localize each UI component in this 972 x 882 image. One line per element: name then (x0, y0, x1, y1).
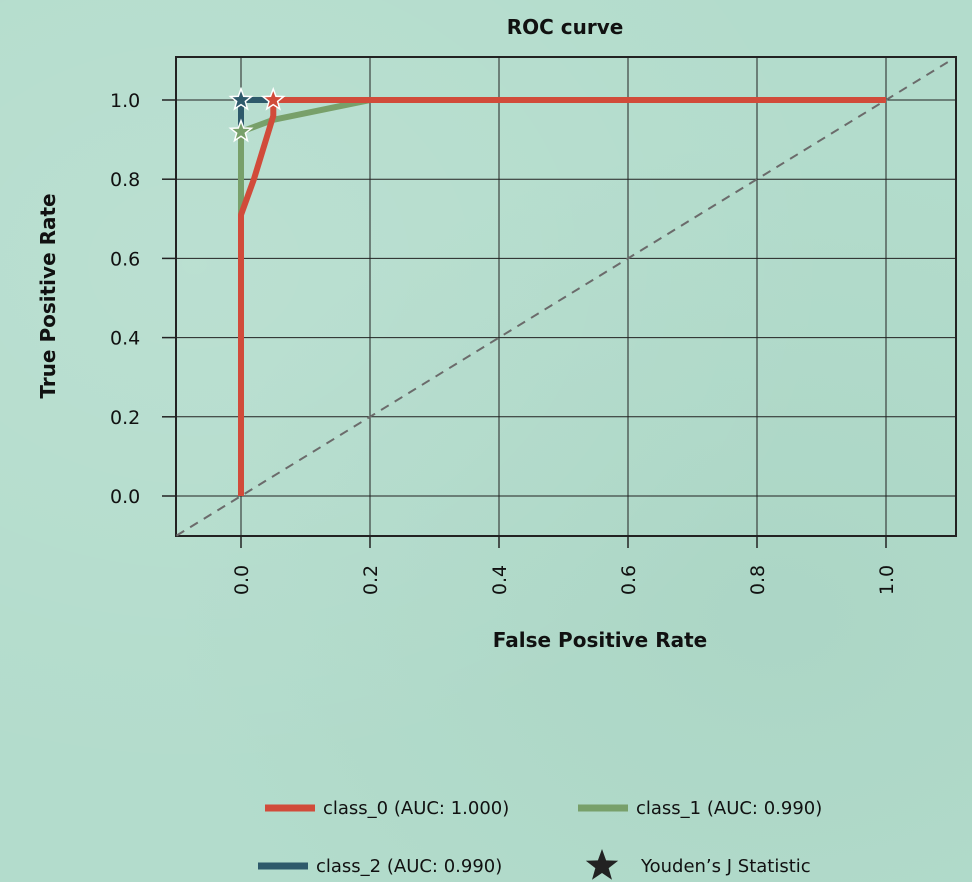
y-tick-label: 0.8 (110, 169, 140, 191)
youden-markers (228, 86, 286, 143)
legend-label: class_0 (AUC: 1.000) (323, 798, 509, 819)
x-tick-label: 0.4 (489, 565, 511, 595)
y-tick-labels: 0.0 0.2 0.4 0.6 0.8 1.0 (110, 90, 140, 508)
x-tick-label: 0.6 (618, 565, 640, 595)
x-tick-labels: 0.0 0.2 0.4 0.6 0.8 1.0 (231, 565, 898, 595)
y-axis-label: True Positive Rate (36, 193, 60, 398)
axis-ticks (162, 99, 887, 548)
x-tick-label: 0.8 (747, 565, 769, 595)
chart-title: ROC curve (507, 15, 624, 39)
series-line-class-0 (238, 97, 886, 496)
y-tick-label: 0.2 (110, 407, 140, 429)
x-axis-label: False Positive Rate (493, 628, 707, 652)
x-tick-label: 0.0 (231, 565, 253, 595)
y-tick-label: 0.6 (110, 248, 140, 270)
y-tick-label: 0.0 (110, 486, 140, 508)
youden-star-class-1 (228, 118, 254, 143)
y-tick-label: 1.0 (110, 90, 140, 112)
youden-star-class-2 (228, 86, 254, 111)
reference-diagonal (175, 59, 952, 537)
plot-area (175, 56, 957, 537)
legend-label: class_2 (AUC: 0.990) (316, 856, 502, 877)
x-tick-label: 0.2 (360, 565, 382, 595)
legend-label: Youden’s J Statistic (640, 856, 811, 877)
youden-star-class-0 (260, 86, 286, 111)
legend-star-icon (585, 849, 619, 880)
y-tick-label: 0.4 (110, 328, 140, 350)
diagonal-line (175, 59, 952, 537)
legend-label: class_1 (AUC: 0.990) (636, 798, 822, 819)
x-tick-label: 1.0 (876, 565, 898, 595)
legend: class_0 (AUC: 1.000) class_1 (AUC: 0.990)… (258, 798, 822, 880)
